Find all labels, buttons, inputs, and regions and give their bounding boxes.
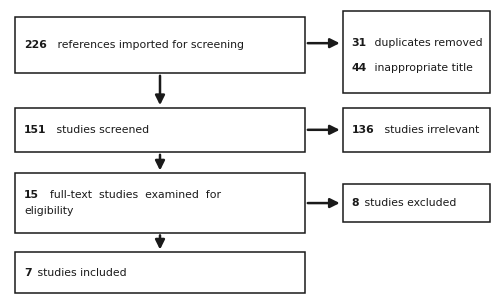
Text: 8: 8 xyxy=(352,198,359,208)
Text: studies irrelevant: studies irrelevant xyxy=(381,125,479,135)
Text: eligibility: eligibility xyxy=(24,206,74,216)
Text: duplicates removed: duplicates removed xyxy=(371,38,482,48)
Text: 7: 7 xyxy=(24,268,32,278)
FancyBboxPatch shape xyxy=(15,108,305,152)
Text: 136: 136 xyxy=(352,125,374,135)
Text: 151: 151 xyxy=(24,125,46,135)
Text: inappropriate title: inappropriate title xyxy=(371,64,473,73)
Text: studies excluded: studies excluded xyxy=(361,198,456,208)
Text: references imported for screening: references imported for screening xyxy=(54,40,244,50)
FancyBboxPatch shape xyxy=(15,17,305,73)
Text: 226: 226 xyxy=(24,40,47,50)
FancyBboxPatch shape xyxy=(342,11,490,93)
Text: full-text  studies  examined  for: full-text studies examined for xyxy=(44,190,222,199)
FancyBboxPatch shape xyxy=(15,252,305,293)
Text: 44: 44 xyxy=(352,64,367,73)
FancyBboxPatch shape xyxy=(342,108,490,152)
FancyBboxPatch shape xyxy=(15,173,305,233)
Text: studies included: studies included xyxy=(34,268,126,278)
Text: studies screened: studies screened xyxy=(53,125,149,135)
Text: 31: 31 xyxy=(352,38,366,48)
FancyBboxPatch shape xyxy=(342,184,490,222)
Text: 15: 15 xyxy=(24,190,39,199)
